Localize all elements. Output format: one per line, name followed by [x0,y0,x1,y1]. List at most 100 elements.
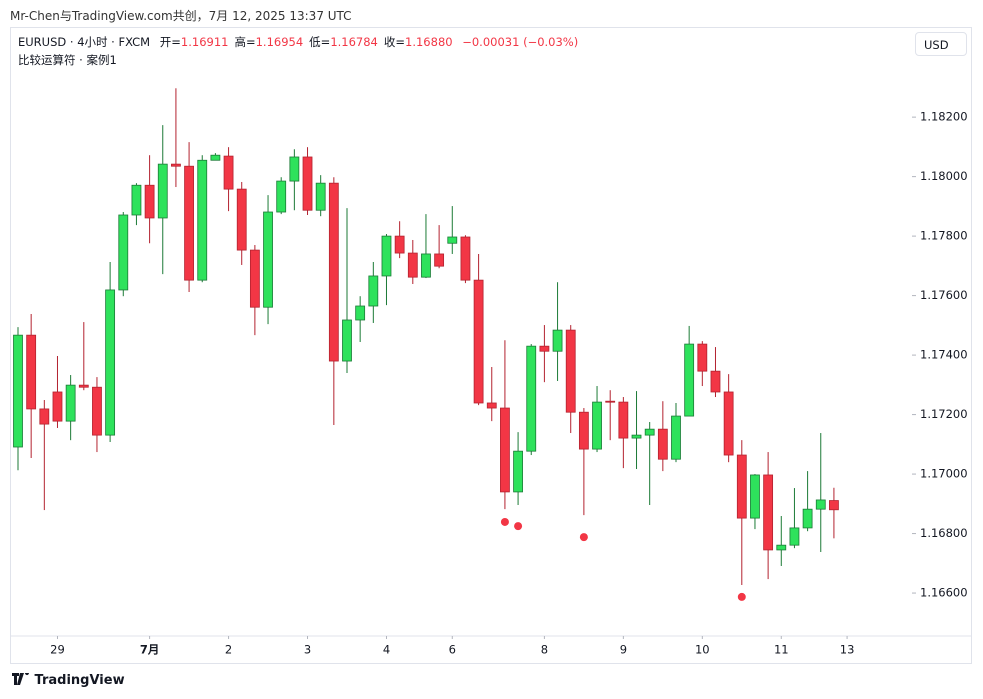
signal-marker [500,517,509,526]
y-tick-label: 1.18200 [920,110,968,124]
candle-body [434,253,445,267]
candle-body [210,154,221,161]
y-tick-label: 1.17000 [920,467,968,481]
candle-body [789,527,800,546]
candle-body [52,391,63,422]
candle-body [697,343,708,372]
candle-body [815,499,826,510]
candle-body [394,235,405,254]
chart-frame [10,27,972,664]
brand-name: TradingView [34,673,125,688]
x-tick-label: 11 [774,643,789,657]
candle-body [289,156,300,182]
candle-body [236,188,247,251]
candle-body [750,474,760,519]
candle-body [631,434,642,439]
candle-body [407,252,418,278]
candle-body [671,415,681,460]
legend: EURUSD · 4小时 · FXCM 开=1.16911 高=1.16954 低=… [18,34,578,50]
field-key: 低= [309,35,331,49]
candle-body [197,159,208,281]
y-tick-label: 1.17200 [920,407,968,421]
candle-body [39,408,50,425]
candle-body [171,163,181,167]
candle-body [684,343,695,417]
candle-body [802,508,813,529]
y-tick-label: 1.17800 [920,229,968,243]
symbol: EURUSD · 4小时 · FXCM [18,35,151,49]
field-value: 1.16880 [405,35,453,49]
y-tick-label: 1.17400 [920,348,968,362]
logo [12,671,29,685]
candle-body [565,329,576,413]
change: −0.00031 (−0.03%) [462,35,579,49]
y-tick-label: 1.17600 [920,288,968,302]
field-key: 开= [159,35,181,49]
candle-body [381,235,392,277]
field-key: 收= [383,35,406,49]
candle-body [736,454,747,519]
candle-body [644,428,655,436]
x-tick-label: 10 [695,643,710,657]
y-tick-label: 1.16600 [920,586,968,600]
x-tick-label: 4 [383,643,390,657]
candle-body [618,401,629,439]
x-tick-label: 9 [620,643,627,657]
candle-body [65,384,76,422]
candle-body [592,401,602,450]
candle-body [315,182,326,211]
candle-body [13,334,23,448]
brand: TradingView [12,671,125,688]
candle-body [552,329,563,352]
candle-body [342,319,352,362]
candle-body [513,450,523,493]
candle-body [355,305,366,321]
field-key: 高= [234,35,256,49]
field-value: 1.16784 [330,35,378,49]
x-tick-label: 2 [225,643,232,657]
candle-body [78,384,89,388]
candle-body [276,180,287,213]
title: Mr-Chen与TradingView.com共创，7月 12, 2025 13… [10,9,352,23]
candle-body [263,211,273,308]
candle-body [605,400,616,403]
field-value: 1.16911 [180,35,229,49]
candle-body [223,155,234,190]
x-tick-label: 13 [840,643,855,657]
candle-body [473,279,484,404]
candle-body [829,500,839,511]
signal-marker [579,533,588,542]
candle-body [539,345,550,352]
candle-body [368,275,379,307]
y-tick-label: 1.16800 [920,526,968,540]
candle-body [776,544,787,551]
candle-body [421,253,431,278]
candle-body [157,163,168,219]
candle-body [460,236,471,281]
x-tick-label: 29 [50,643,65,657]
candle-body [723,391,734,456]
candle-body [105,289,116,436]
x-tick-label: 6 [449,643,456,657]
x-tick-label: 7月 [140,643,160,657]
candle-body [249,249,260,308]
y-tick-label: 1.18000 [920,169,968,183]
currency-button[interactable]: USD [915,32,967,56]
candle-body [302,156,313,211]
candle-body [92,386,102,436]
x-tick-label: 3 [304,643,311,657]
candle-body [26,334,37,410]
ohlc-fields: 开=1.16911 高=1.16954 低=1.16784 收=1.16880 [154,35,453,49]
candle-body [710,370,721,393]
candle-body [131,184,142,216]
signal-marker [514,522,523,531]
candle-body [144,184,155,219]
candle-body [184,165,194,281]
indicator: 比较运算符 · 案例1 [18,53,117,67]
candle-body [486,402,497,409]
signal-marker [737,592,746,601]
candle-body [657,428,668,460]
field-value: 1.16954 [255,35,304,49]
candle-body [763,474,774,551]
